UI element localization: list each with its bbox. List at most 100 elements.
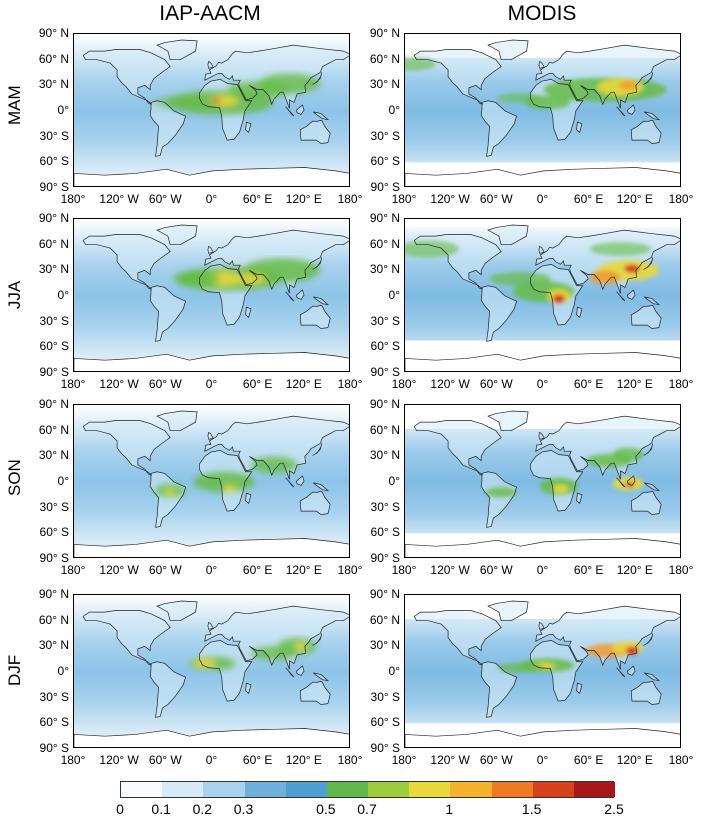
coastline bbox=[616, 477, 626, 488]
lat-tick-label: 90° N bbox=[369, 26, 400, 40]
lat-tick-label: 30° N bbox=[38, 77, 69, 92]
land-fill bbox=[576, 122, 582, 133]
land-fill bbox=[313, 672, 328, 681]
lat-tick-label: 60° N bbox=[369, 422, 400, 437]
colorbar-tick-label: 0.3 bbox=[233, 801, 254, 817]
land-fill bbox=[150, 100, 186, 157]
land-fill bbox=[300, 491, 331, 515]
colorbar-segment bbox=[285, 782, 328, 797]
land-fill bbox=[644, 111, 659, 120]
coastline bbox=[480, 285, 517, 342]
colorbar-segment bbox=[162, 782, 204, 797]
lat-tick-label: 0° bbox=[57, 103, 69, 117]
lon-tick-label: 60° E bbox=[242, 753, 273, 767]
coastline bbox=[149, 661, 186, 718]
coastline bbox=[630, 120, 662, 144]
colorbar-segment bbox=[244, 782, 287, 797]
lon-tick-label: 120° W bbox=[99, 192, 139, 206]
coastline bbox=[207, 245, 214, 254]
lat-tick-label: 30° N bbox=[38, 262, 69, 277]
coastline bbox=[616, 291, 626, 302]
coastline bbox=[295, 289, 305, 300]
season-label-son: SON bbox=[5, 459, 24, 496]
lon-tick-label: 0° bbox=[536, 377, 549, 391]
land-fill bbox=[631, 120, 662, 144]
lon-tick-label: 180° bbox=[668, 192, 694, 206]
aod-hotspot bbox=[405, 57, 436, 71]
coastline bbox=[538, 431, 545, 440]
land-fill bbox=[83, 420, 171, 476]
land-fill bbox=[150, 285, 186, 342]
lat-tick-label: 30° N bbox=[369, 448, 400, 463]
lat-tick-label: 60° S bbox=[370, 715, 400, 730]
coastline bbox=[204, 44, 349, 109]
coastline bbox=[207, 60, 214, 69]
map-field bbox=[74, 405, 349, 557]
coastline bbox=[245, 121, 252, 134]
coastline bbox=[405, 728, 680, 747]
aod-hotspot bbox=[165, 488, 175, 496]
coastline bbox=[535, 44, 680, 109]
coastline bbox=[538, 245, 545, 254]
map-panel-iap-aacm-mam bbox=[73, 33, 350, 187]
lat-tick-label: 30° S bbox=[39, 499, 69, 514]
coastline bbox=[312, 257, 323, 270]
lat-tick-label: 60° S bbox=[39, 154, 69, 169]
lon-tick-label: 180° bbox=[337, 753, 363, 767]
lat-tick-label: 90° S bbox=[370, 551, 400, 565]
land-fill bbox=[631, 681, 662, 705]
coastline bbox=[82, 420, 171, 476]
lon-tick-label: 120° W bbox=[99, 377, 139, 391]
map-panel-modis-djf bbox=[404, 594, 681, 748]
colorbar-segment bbox=[491, 782, 534, 797]
land-fill bbox=[481, 471, 517, 528]
coastline bbox=[413, 234, 502, 290]
col-title-right: MODIS bbox=[507, 2, 577, 25]
coastline bbox=[480, 661, 517, 718]
aod-hotspot bbox=[552, 484, 569, 494]
lat-tick-label: 60° S bbox=[370, 339, 400, 354]
coastline bbox=[643, 257, 654, 270]
land-fill bbox=[157, 39, 198, 60]
lon-tick-label: 120° E bbox=[285, 377, 322, 391]
land-fill bbox=[245, 307, 251, 318]
lon-tick-label: 180° bbox=[391, 377, 417, 391]
land-fill bbox=[644, 672, 659, 681]
lon-tick-label: 60° E bbox=[242, 192, 273, 206]
lon-tick-label: 120° E bbox=[616, 377, 653, 391]
land-fill bbox=[481, 661, 517, 718]
lon-tick-label: 0° bbox=[205, 753, 218, 767]
lat-tick-label: 30° N bbox=[369, 262, 400, 277]
coastline bbox=[74, 352, 349, 371]
land-fill bbox=[74, 352, 349, 371]
land-fill bbox=[207, 622, 214, 630]
lon-tick-label: 120° E bbox=[285, 753, 322, 767]
map-field bbox=[74, 595, 349, 747]
coastline bbox=[245, 492, 252, 505]
land-fill bbox=[300, 681, 331, 705]
coastline bbox=[538, 621, 545, 630]
lat-tick-label: 60° S bbox=[370, 525, 400, 540]
lon-tick-label: 60° W bbox=[479, 753, 513, 767]
lon-tick-label: 120° E bbox=[285, 563, 322, 577]
coastline bbox=[530, 449, 584, 512]
lon-tick-label: 60° E bbox=[573, 563, 604, 577]
land-fill bbox=[296, 290, 305, 300]
lon-tick-label: 180° bbox=[668, 753, 694, 767]
lat-tick-label: 0° bbox=[388, 664, 400, 678]
aod-hotspot bbox=[294, 642, 308, 650]
land-fill bbox=[414, 234, 502, 290]
coastline bbox=[535, 415, 680, 480]
land-fill bbox=[150, 661, 186, 718]
map-panel-modis-son bbox=[404, 404, 681, 558]
coastline bbox=[487, 600, 529, 622]
lat-tick-label: 60° S bbox=[39, 525, 69, 540]
land-fill bbox=[414, 420, 502, 476]
coastline bbox=[413, 420, 502, 476]
aod-hotspots bbox=[150, 73, 321, 115]
lat-tick-label: 60° S bbox=[370, 154, 400, 169]
lat-tick-label: 90° S bbox=[370, 365, 400, 379]
colorbar-segment bbox=[532, 782, 575, 797]
coastline bbox=[299, 491, 331, 515]
lat-tick-label: 30° S bbox=[370, 313, 400, 328]
